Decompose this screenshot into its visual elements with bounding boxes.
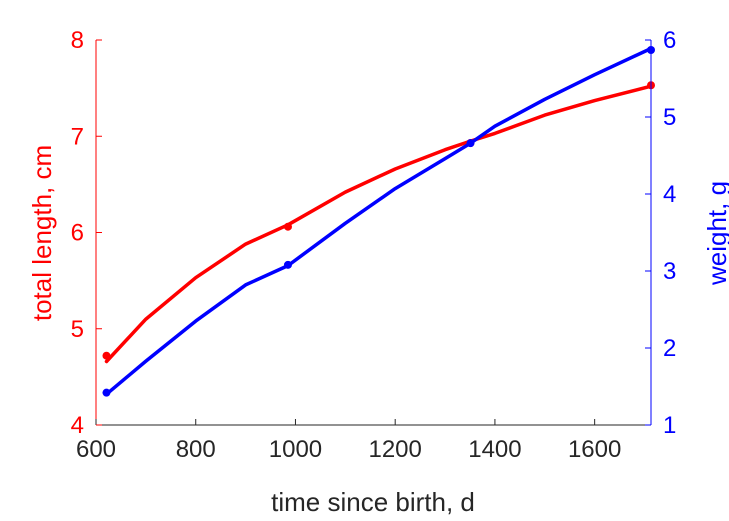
right-y-tick-label: 4 [663,181,676,208]
x-tick-label: 1400 [468,436,521,463]
x-tick-label: 1600 [568,436,621,463]
x-tick-label: 600 [76,436,116,463]
left-y-axis-label: total length, cm [27,145,57,321]
right-y-tick-label: 3 [663,258,676,285]
length-data-point [102,351,111,360]
x-tick-label: 1000 [269,436,322,463]
right-y-tick-label: 5 [663,104,676,131]
weight-fit-line [104,46,653,396]
left-y-tick-label: 4 [71,412,84,439]
length-fit-line [104,84,653,364]
axes: 600 800 1000 1200 1400 1600 4 5 6 7 8 1 2 3 4 5 6 [71,27,677,463]
right-y-tick-label: 2 [663,335,676,362]
left-y-tick-label: 7 [71,123,84,150]
left-y-tick-label: 8 [71,27,84,54]
plot-lines [102,46,655,397]
length-data-point [283,222,292,231]
weight-data-point [102,388,111,397]
x-tick-label: 800 [176,436,216,463]
x-axis-label: time since birth, d [271,487,475,517]
weight-data-point [283,260,292,269]
left-y-tick-label: 5 [71,316,84,343]
right-y-tick-label: 6 [663,27,676,54]
left-y-tick-label: 6 [71,220,84,247]
weight-data-point [466,139,475,148]
right-y-axis-label: weight, g [702,181,729,286]
right-y-tick-label: 1 [663,412,676,439]
x-tick-label: 1200 [368,436,421,463]
